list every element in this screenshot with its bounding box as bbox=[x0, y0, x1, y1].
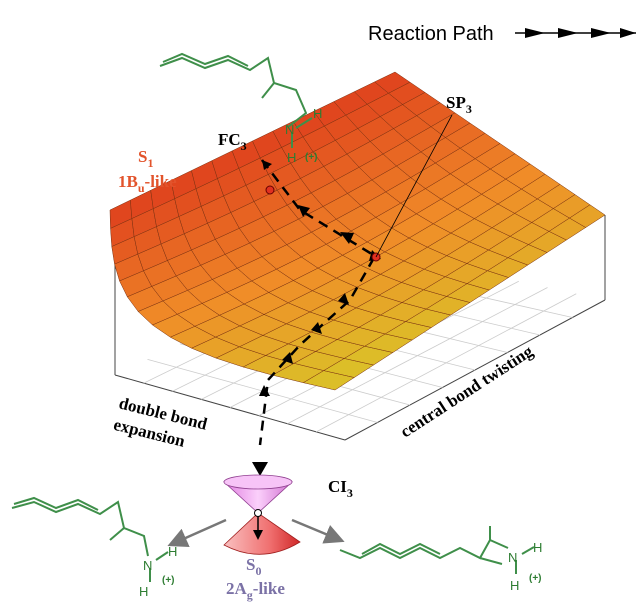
s0-character: 2Ag-like bbox=[226, 579, 285, 602]
atom: N bbox=[508, 550, 517, 565]
charge: (+) bbox=[529, 573, 542, 584]
atom: H bbox=[287, 150, 296, 165]
s0-label: S0 bbox=[246, 555, 261, 578]
v-axis-label: central bond twisting bbox=[397, 341, 537, 441]
molecule-left: N H H (+) bbox=[12, 498, 177, 599]
ci-label: CI3 bbox=[328, 477, 353, 500]
charge: (+) bbox=[162, 575, 175, 586]
atom: H bbox=[510, 578, 519, 593]
conical-intersection bbox=[172, 475, 340, 554]
charge: (+) bbox=[305, 152, 318, 163]
atom: H bbox=[139, 584, 148, 599]
reaction-path-label: Reaction Path bbox=[368, 23, 494, 45]
atom: H bbox=[313, 106, 322, 121]
diagram: Reaction Path S1 1Bu-like FC3 SP3 CI3 S0… bbox=[0, 0, 636, 605]
atom: H bbox=[533, 540, 542, 555]
reaction-path-legend bbox=[515, 28, 636, 38]
atom: H bbox=[168, 544, 177, 559]
energy-surface bbox=[110, 72, 605, 390]
fc-point bbox=[266, 186, 274, 194]
atom: N bbox=[143, 558, 152, 573]
fc-label: FC3 bbox=[218, 130, 247, 153]
u-axis-label: double bond expansion bbox=[112, 393, 210, 455]
molecule-right: N H H (+) bbox=[340, 526, 542, 593]
atom: N bbox=[285, 122, 294, 137]
s1-label: S1 bbox=[138, 147, 153, 170]
